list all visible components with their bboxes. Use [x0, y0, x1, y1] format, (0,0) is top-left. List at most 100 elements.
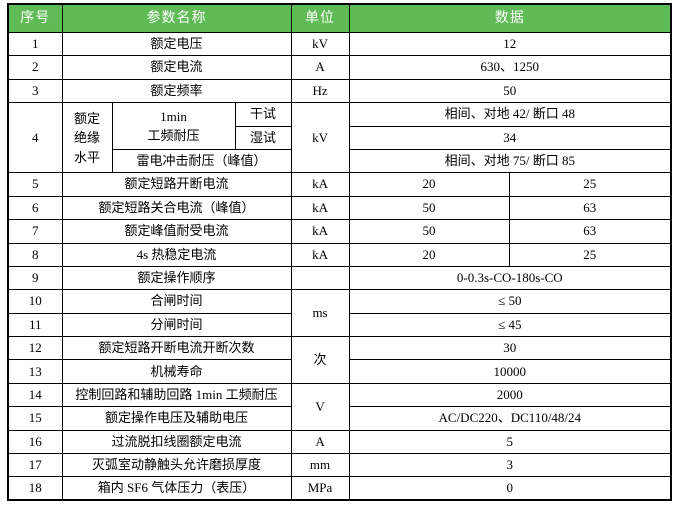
- param-name: 额定电压: [61, 31, 292, 57]
- param-group-line: 额定: [73, 110, 100, 126]
- row-no: 8: [7, 242, 63, 267]
- param-name: 额定频率: [61, 78, 292, 104]
- value-cell: 50: [348, 78, 672, 104]
- value-cell: 630、1250: [348, 55, 672, 80]
- row-no: 6: [7, 195, 63, 221]
- header-cell-data: 数据: [348, 3, 672, 33]
- table-row-insulation-lightning: 雷电冲击耐压（峰值） 相间、对地 75/ 断口 85: [8, 148, 672, 174]
- unit-cell: 次: [290, 336, 350, 384]
- table-row: 13 机械寿命 10000: [7, 359, 672, 384]
- unit-cell: MPa: [290, 476, 350, 501]
- unit-cell-empty: [290, 265, 350, 291]
- param-name: 分闸时间: [61, 312, 292, 338]
- value-cell-left: 20: [348, 242, 510, 267]
- unit-cell: kV: [290, 102, 350, 174]
- table-row: 16 过流脱扣线圈额定电流 A 5: [7, 429, 672, 455]
- param-name: 额定操作顺序: [61, 265, 292, 291]
- row-no: 9: [7, 265, 63, 291]
- unit-cell: kA: [290, 219, 350, 244]
- value-cell: 2000: [348, 382, 672, 408]
- row-no: 12: [7, 336, 63, 361]
- value-cell: ≤ 50: [348, 289, 672, 314]
- value-cell: 10000: [348, 359, 672, 384]
- param-group-insulation-level: 额定 绝缘 水平: [61, 102, 113, 174]
- value-cell: 12: [348, 31, 672, 57]
- table-row-insulation-wet: 湿试 34: [8, 125, 672, 150]
- table-row: 1 额定电压 kV 12: [7, 31, 672, 57]
- table-row: 9 额定操作顺序 0-0.3s-CO-180s-CO: [7, 265, 672, 291]
- row-no: 18: [7, 476, 63, 501]
- table-row: 8 4s 热稳定电流 kA 20 25: [7, 242, 672, 267]
- row-no: 14: [7, 382, 63, 408]
- unit-cell: kV: [290, 31, 350, 57]
- table-row: 2 额定电流 A 630、1250: [7, 55, 672, 80]
- row-no: 15: [7, 406, 63, 431]
- value-cell-right: 63: [508, 195, 672, 221]
- param-name: 额定短路开断电流开断次数: [61, 336, 292, 361]
- value-cell-right: 25: [508, 172, 672, 197]
- unit-cell: kA: [290, 172, 350, 197]
- table-row: 6 额定短路关合电流（峰值） kA 50 63: [7, 195, 672, 221]
- value-cell: 0: [348, 476, 672, 501]
- value-cell-left: 50: [348, 219, 510, 244]
- unit-cell: V: [290, 382, 350, 431]
- param-name: 额定短路开断电流: [61, 172, 292, 197]
- table-row: 18 箱内 SF6 气体压力（表压） MPa 0: [7, 476, 672, 501]
- row-no: 10: [7, 289, 63, 314]
- param-name: 额定电流: [61, 55, 292, 80]
- table-row: 10 合闸时间 ms ≤ 50: [7, 289, 672, 338]
- unit-cell: ms: [290, 289, 350, 338]
- param-name: 机械寿命: [61, 359, 292, 384]
- param-name: 额定峰值耐受电流: [61, 219, 292, 244]
- value-cell: 5: [348, 429, 672, 455]
- param-name: 控制回路和辅助回路 1min 工频耐压: [61, 382, 292, 408]
- table-row: 3 额定频率 Hz 50: [7, 78, 672, 104]
- value-cell: 30: [348, 336, 672, 361]
- param-name: 额定操作电压及辅助电压: [61, 406, 292, 431]
- value-cell: 34: [348, 125, 672, 150]
- value-cell: ≤ 45: [348, 312, 672, 338]
- row-no: 5: [7, 172, 63, 197]
- row-no: 3: [7, 78, 63, 104]
- row-no: 2: [7, 55, 63, 80]
- value-cell: AC/DC220、DC110/48/24: [348, 406, 672, 431]
- param-group-line: 水平: [73, 149, 100, 165]
- param-sub-power-frequency-withstand: 1min 工频耐压: [111, 102, 236, 150]
- header-cell-param: 参数名称: [61, 3, 292, 33]
- value-cell-left: 20: [348, 172, 510, 197]
- row-no: 1: [7, 31, 63, 57]
- value-cell: 0-0.3s-CO-180s-CO: [348, 265, 672, 291]
- param-group-line: 绝缘: [73, 130, 100, 145]
- row-no: 17: [7, 453, 63, 478]
- row-no: 4: [7, 102, 63, 174]
- value-cell: 相间、对地 75/ 断口 85: [348, 148, 672, 174]
- value-cell-right: 25: [508, 242, 672, 267]
- table-row: 11 分闸时间 ≤ 45: [7, 312, 672, 338]
- value-cell-left: 50: [348, 195, 510, 221]
- param-name: 灭弧室动静触头允许磨损厚度: [61, 453, 292, 478]
- unit-cell: Hz: [290, 78, 350, 104]
- value-cell: 相间、对地 42/ 断口 48: [348, 102, 672, 127]
- param-name: 4s 热稳定电流: [61, 242, 292, 267]
- table-row: 14 控制回路和辅助回路 1min 工频耐压 V 2000: [7, 382, 672, 431]
- param-name: 额定短路关合电流（峰值）: [61, 195, 292, 221]
- param-lightning-impulse: 雷电冲击耐压（峰值）: [111, 148, 292, 174]
- unit-cell: mm: [290, 453, 350, 478]
- header-row: 序号 参数名称 单位 数据: [7, 3, 672, 33]
- param-sub-line: 工频耐压: [147, 128, 200, 144]
- param-name: 合闸时间: [61, 289, 292, 314]
- unit-cell: kA: [290, 242, 350, 267]
- table-row: 12 额定短路开断电流开断次数 次 30: [7, 336, 672, 384]
- param-sub-line: 1min: [160, 108, 187, 124]
- table-row-insulation-dry: 4 额定 绝缘 水平 1min 工频耐压 干试 kV 相间、对地 42/ 断口 …: [7, 102, 672, 174]
- unit-cell: A: [290, 55, 350, 80]
- row-no: 7: [7, 219, 63, 244]
- table-row: 5 额定短路开断电流 kA 20 25: [7, 172, 672, 197]
- row-no: 16: [7, 429, 63, 455]
- param-test-dry: 干试: [234, 102, 292, 127]
- table-row: 17 灭弧室动静触头允许磨损厚度 mm 3: [7, 453, 672, 478]
- value-cell-right: 63: [508, 219, 672, 244]
- spec-table: 序号 参数名称 单位 数据 1 额定电压 kV 12 2 额定电流 A 630、…: [7, 3, 673, 502]
- row-no: 11: [7, 312, 63, 338]
- param-test-wet: 湿试: [234, 125, 292, 150]
